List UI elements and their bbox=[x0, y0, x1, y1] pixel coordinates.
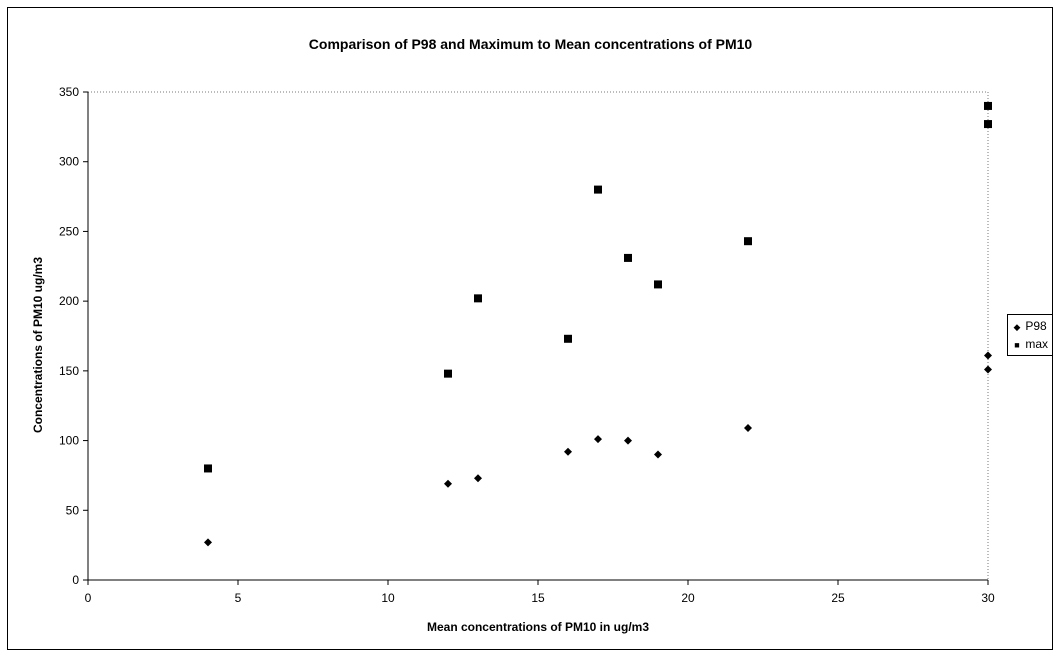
p98-point bbox=[624, 437, 632, 445]
max-point bbox=[444, 370, 452, 378]
p98-point bbox=[564, 448, 572, 456]
legend-item-max: ■ max bbox=[1012, 336, 1048, 352]
x-tick-label: 10 bbox=[381, 591, 395, 605]
max-point bbox=[564, 335, 572, 343]
x-tick-label: 15 bbox=[531, 591, 545, 605]
legend-label-p98: P98 bbox=[1025, 319, 1046, 333]
max-point bbox=[474, 294, 482, 302]
y-tick-label: 50 bbox=[66, 503, 80, 517]
max-point bbox=[624, 254, 632, 262]
y-tick-label: 100 bbox=[59, 434, 79, 448]
p98-point bbox=[984, 352, 992, 360]
p98-point bbox=[474, 474, 482, 482]
p98-point bbox=[654, 451, 662, 459]
x-tick-label: 0 bbox=[85, 591, 92, 605]
legend: ◆ P98 ■ max bbox=[1007, 314, 1053, 356]
x-tick-label: 30 bbox=[981, 591, 995, 605]
max-point bbox=[984, 102, 992, 110]
max-point bbox=[204, 464, 212, 472]
legend-label-max: max bbox=[1025, 337, 1048, 351]
p98-point bbox=[204, 538, 212, 546]
x-tick-label: 25 bbox=[831, 591, 845, 605]
p98-point bbox=[594, 435, 602, 443]
p98-point bbox=[984, 365, 992, 373]
p98-point bbox=[744, 424, 752, 432]
max-point bbox=[654, 280, 662, 288]
y-tick-label: 0 bbox=[72, 573, 79, 587]
max-point bbox=[984, 120, 992, 128]
y-tick-label: 200 bbox=[59, 294, 79, 308]
y-tick-label: 250 bbox=[59, 224, 79, 238]
y-tick-label: 350 bbox=[59, 85, 79, 99]
max-point bbox=[744, 237, 752, 245]
y-tick-label: 300 bbox=[59, 155, 79, 169]
square-marker-icon: ■ bbox=[1012, 337, 1022, 353]
x-tick-label: 20 bbox=[681, 591, 695, 605]
legend-item-p98: ◆ P98 bbox=[1012, 318, 1047, 334]
p98-point bbox=[444, 480, 452, 488]
max-point bbox=[594, 186, 602, 194]
diamond-marker-icon: ◆ bbox=[1012, 319, 1022, 335]
x-tick-label: 5 bbox=[235, 591, 242, 605]
y-tick-label: 150 bbox=[59, 364, 79, 378]
